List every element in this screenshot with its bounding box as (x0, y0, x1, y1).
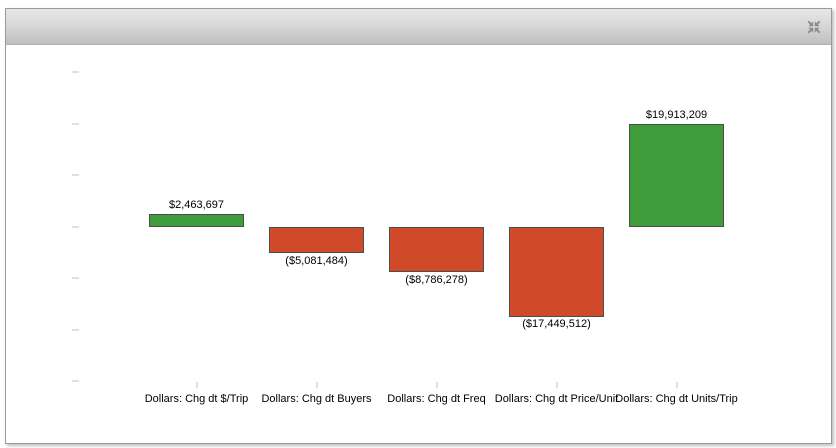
x-axis-category-label: Dollars: Chg dt $/Trip (144, 393, 249, 405)
x-axis-category-label: Dollars: Chg dt Price/Unit (494, 393, 619, 405)
x-axis-category-label: Dollars: Chg dt Buyers (261, 393, 372, 405)
x-axis-category-label: Dollars: Chg dt Freq (387, 393, 486, 405)
bar-value-label: ($8,786,278) (405, 273, 468, 286)
bar[interactable] (389, 226, 484, 272)
x-axis-category-label: Dollars: Chg dt Units/Trip (615, 393, 738, 405)
widget-header (6, 9, 831, 45)
x-axis-tick (675, 382, 678, 388)
chart: $2,463,697 Dollars: Chg dt $/Trip ($5,081,… (6, 45, 831, 442)
bar[interactable] (509, 226, 604, 317)
resize-toggle-button[interactable] (805, 18, 823, 36)
bar[interactable] (269, 226, 364, 253)
x-axis-tick (435, 382, 438, 388)
bar-value-label: ($5,081,484) (285, 254, 348, 267)
y-axis-tick (72, 71, 79, 73)
x-axis-tick (195, 382, 198, 388)
y-axis-tick (72, 225, 79, 228)
y-axis-tick (72, 122, 79, 125)
x-axis-tick (315, 382, 318, 388)
y-axis-tick (72, 380, 79, 382)
bar-value-label: $19,913,209 (645, 108, 708, 121)
x-axis-tick (555, 382, 558, 388)
y-axis-tick (72, 174, 79, 176)
plot-area: $2,463,697 Dollars: Chg dt $/Trip ($5,081,… (6, 45, 831, 442)
dashboard-widget: $2,463,697 Dollars: Chg dt $/Trip ($5,081,… (5, 8, 832, 444)
bar[interactable] (629, 123, 724, 227)
bar-value-label: $2,463,697 (168, 198, 225, 211)
collapse-arrows-icon (805, 20, 823, 39)
y-axis-tick (72, 328, 79, 331)
y-axis-tick (72, 277, 79, 279)
bar-value-label: ($17,449,512) (522, 318, 591, 331)
bar[interactable] (149, 213, 244, 227)
